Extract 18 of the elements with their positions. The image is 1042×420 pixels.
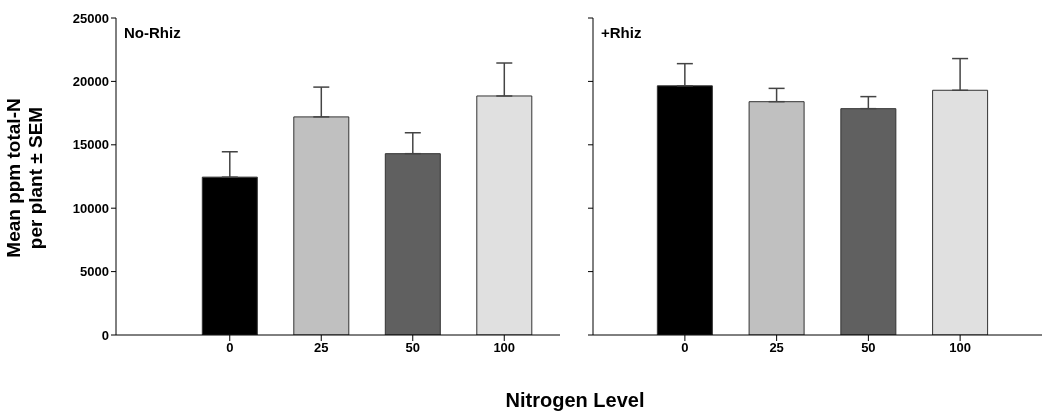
y-tick-label: 0 — [101, 327, 109, 343]
x-tick-label: 0 — [681, 340, 689, 356]
x-tick-label: 50 — [405, 340, 420, 356]
x-tick-label: 25 — [314, 340, 329, 356]
y-tick-label: 5000 — [80, 264, 109, 280]
y-axis-title: Mean ppm total-N per plant ± SEM — [3, 98, 47, 258]
x-axis-title: Nitrogen Level — [505, 389, 645, 412]
chart-title: No-Rhiz — [124, 24, 181, 41]
chart-title: +Rhiz — [601, 24, 642, 41]
y-tick-label: 15000 — [72, 137, 109, 153]
x-tick-label: 0 — [226, 340, 234, 356]
x-tick-label: 100 — [493, 340, 516, 356]
x-tick-label: 50 — [861, 340, 876, 356]
y-tick-label: 20000 — [72, 74, 109, 90]
y-tick-label: 25000 — [72, 10, 109, 26]
y-tick-label: 10000 — [72, 200, 109, 216]
x-tick-label: 25 — [769, 340, 784, 356]
x-tick-label: 100 — [949, 340, 971, 356]
